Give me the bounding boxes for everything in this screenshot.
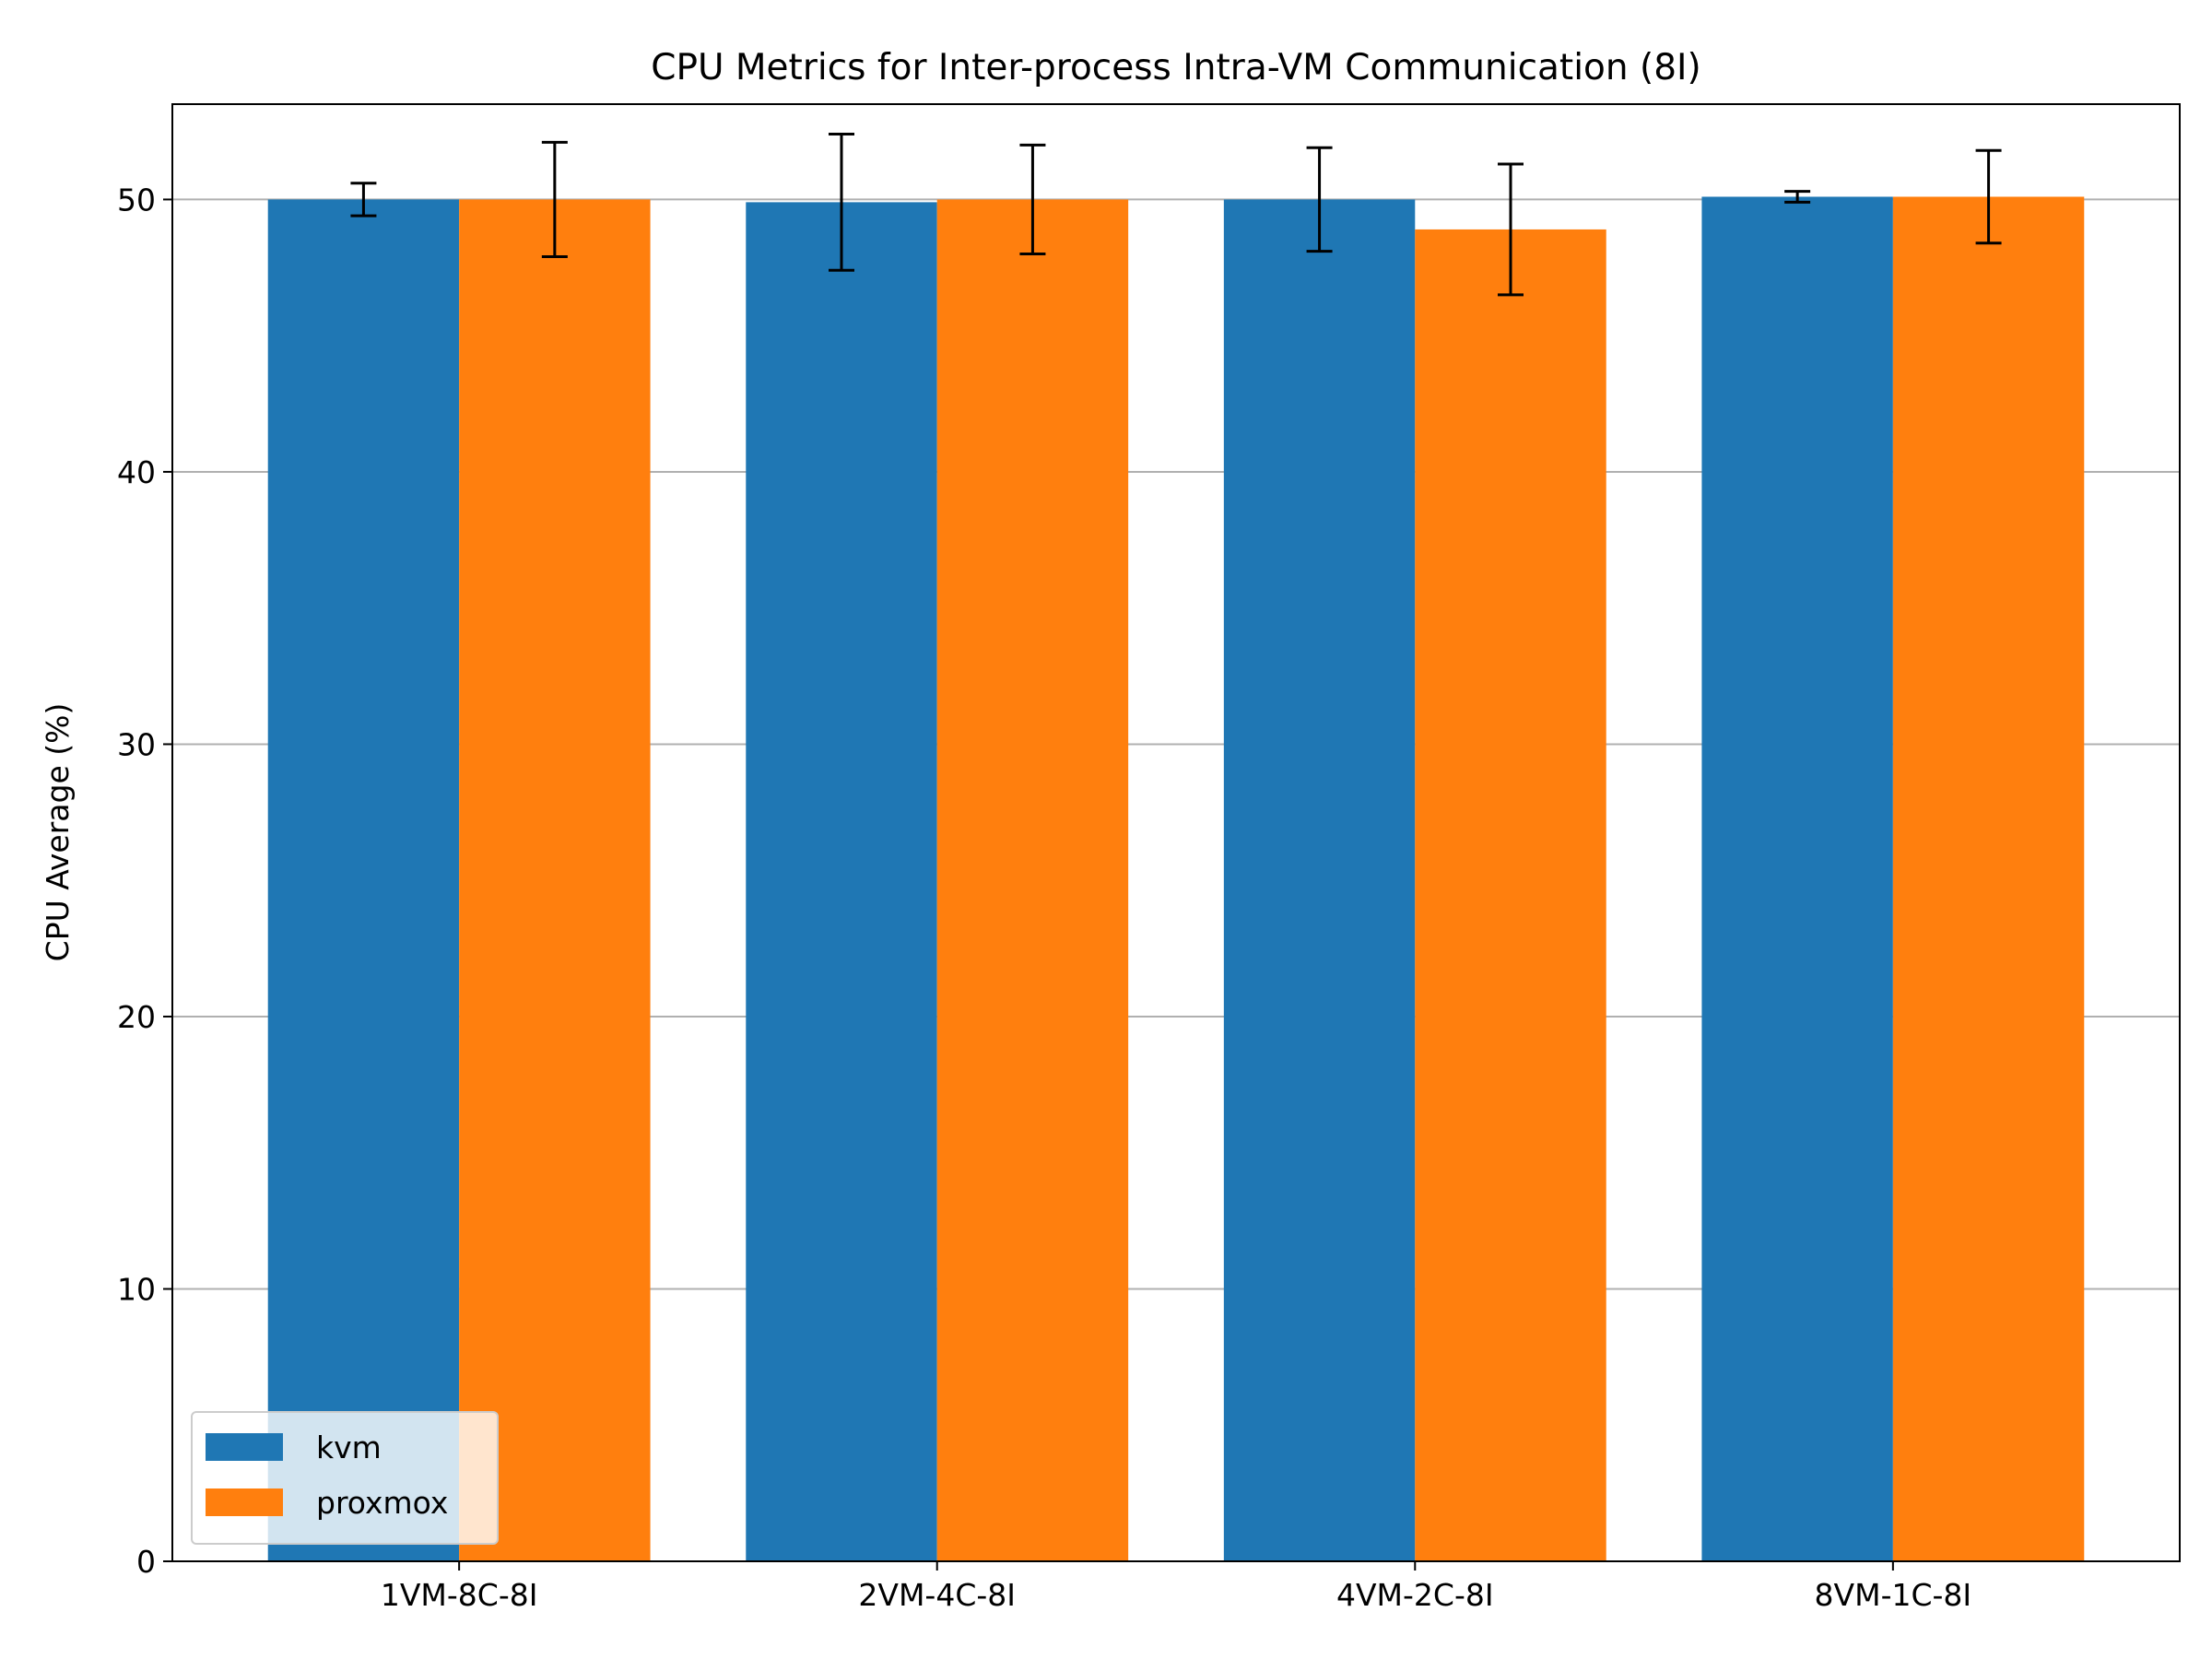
xtick-label-1VM-8C-8I: 1VM-8C-8I (381, 1577, 538, 1613)
bar-proxmox-8VM-1C-8I (1892, 196, 2085, 1562)
ytick-label-20: 20 (117, 999, 156, 1035)
error-bar-kvm-2VM-4C-8I (829, 133, 854, 272)
error-bar-proxmox-2VM-4C-8I (1019, 143, 1046, 256)
bar-kvm-4VM-2C-8I (1223, 199, 1416, 1561)
error-bar-kvm-4VM-2C-8I (1306, 146, 1333, 253)
ytick-label-30: 30 (117, 726, 156, 762)
error-bar-kvm-1VM-8C-8I (350, 182, 377, 218)
xtick-label-8VM-1C-8I: 8VM-1C-8I (1815, 1577, 1972, 1613)
error-bar-proxmox-8VM-1C-8I (1975, 148, 2002, 245)
bar-kvm-1VM-8C-8I (267, 199, 460, 1561)
ytick-label-40: 40 (117, 454, 156, 490)
chart-title: CPU Metrics for Inter-process Intra-VM C… (651, 47, 1701, 88)
legend-label-proxmox: proxmox (316, 1485, 448, 1521)
y-axis-label: CPU Average (%) (40, 703, 76, 962)
legend-swatch-proxmox (206, 1488, 283, 1516)
bar-proxmox-4VM-2C-8I (1415, 229, 1606, 1562)
bar-kvm-2VM-4C-8I (746, 202, 937, 1562)
bars (267, 196, 2085, 1562)
ytick-label-0: 0 (136, 1544, 156, 1580)
error-bar-proxmox-1VM-8C-8I (541, 140, 568, 258)
error-bar-kvm-8VM-1C-8I (1784, 190, 1811, 204)
xtick-label-2VM-4C-8I: 2VM-4C-8I (858, 1577, 1016, 1613)
legend-label-kvm: kvm (316, 1430, 382, 1465)
bar-proxmox-1VM-8C-8I (459, 199, 651, 1561)
bar-kvm-8VM-1C-8I (1701, 196, 1893, 1562)
ytick-label-10: 10 (117, 1271, 156, 1307)
x-axis-ticks: 1VM-8C-8I 2VM-4C-8I 4VM-2C-8I 8VM-1C-8I (381, 1561, 1971, 1613)
legend-swatch-kvm (206, 1433, 283, 1461)
xtick-label-4VM-2C-8I: 4VM-2C-8I (1336, 1577, 1494, 1613)
ytick-label-50: 50 (117, 182, 156, 218)
bar-proxmox-2VM-4C-8I (936, 199, 1129, 1561)
legend: kvm proxmox (191, 1411, 499, 1545)
y-axis-ticks: 0 10 20 30 40 50 (117, 182, 172, 1580)
plot-area-frame (171, 103, 2181, 1562)
error-bars (350, 133, 2002, 297)
error-bar-proxmox-4VM-2C-8I (1498, 162, 1524, 297)
